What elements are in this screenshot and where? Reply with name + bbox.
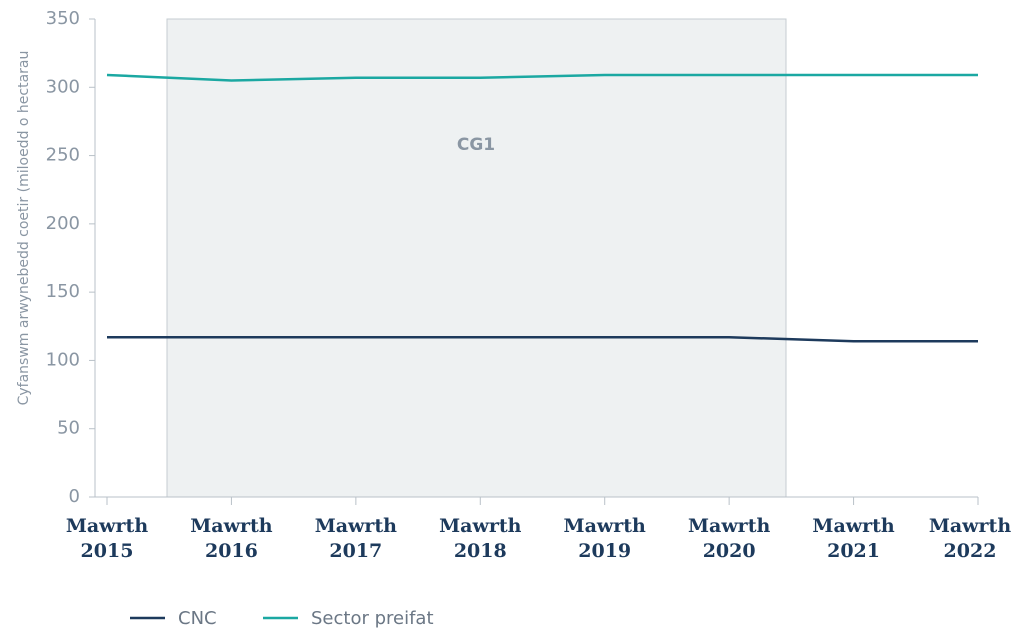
x-tick-label: Mawrth 2016	[190, 515, 273, 562]
x-tick-label: Mawrth 2015	[65, 515, 149, 562]
legend-label: Sector preifat	[311, 608, 434, 629]
line	[106, 73, 978, 82]
y-tick-label: 50	[57, 418, 80, 439]
y-tick-label: 100	[46, 349, 80, 370]
x-tick-label: Mawrth 2022	[928, 515, 1012, 562]
x-tick-label: Mawrth 2017	[314, 515, 397, 562]
annotation: CG1	[457, 135, 495, 155]
y-tick-label: 0	[69, 486, 80, 507]
y-tick-label: 300	[46, 76, 80, 97]
y-tick-label: 200	[46, 213, 80, 234]
y-tick-label: 350	[46, 8, 80, 29]
x-tick-label: Mawrth 2021	[812, 515, 895, 562]
y-tick-label: 150	[46, 281, 80, 302]
line	[107, 335, 978, 343]
y-axis-label: Cyfanswm arwynebedd coetir (miloedd o he…	[16, 51, 32, 406]
y-tick-label: 250	[46, 145, 80, 166]
x-tick-label: Mawrth 2020	[687, 515, 771, 562]
legend-label: CNC	[178, 608, 217, 629]
x-tick-label: Mawrth 2019	[563, 515, 646, 562]
highlight-region	[166, 18, 787, 498]
x-tick-label: Mawrth 2018	[439, 515, 522, 562]
